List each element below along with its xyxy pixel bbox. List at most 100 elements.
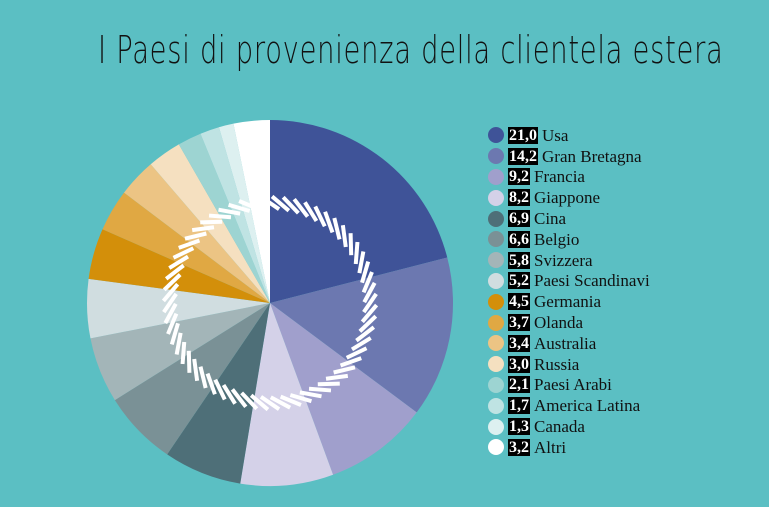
ring-hatch — [238, 199, 261, 212]
legend-item: 21,0 Usa — [488, 125, 650, 146]
ring-hatch — [164, 263, 185, 281]
ring-hatch — [227, 202, 251, 213]
ring-hatch — [240, 391, 259, 411]
ring-hatch — [221, 383, 237, 405]
legend-item: 1,7 America Latina — [488, 395, 650, 416]
legend-label: Russia — [534, 354, 580, 374]
ring-hatch — [184, 231, 207, 241]
pie-slice-cina — [167, 303, 270, 484]
ring-hatch — [162, 273, 182, 292]
legend-value: 21,0 — [508, 126, 538, 144]
ring-hatch — [289, 393, 313, 404]
legend-item: 3,7 Olanda — [488, 312, 650, 333]
pie-slice-francia — [270, 303, 417, 475]
ring-hatch — [192, 358, 200, 382]
ring-hatch — [162, 292, 178, 314]
pie-slice-paesi-scandinavi — [87, 278, 271, 339]
legend-value: 3,2 — [508, 438, 530, 456]
ring-hatch — [360, 303, 379, 324]
ring-hatch — [174, 332, 183, 355]
legend-item: 3,0 Russia — [488, 354, 650, 375]
ring-hatch — [249, 393, 270, 412]
legend-label: Usa — [542, 125, 569, 145]
ring-hatch — [213, 378, 227, 401]
ring-hatch — [358, 314, 378, 333]
ring-hatch — [248, 196, 271, 211]
legend-value: 6,6 — [508, 230, 530, 248]
ring-hatch — [350, 336, 372, 352]
legend-label: Altri — [534, 437, 567, 457]
legend-item: 3,4 Australia — [488, 333, 650, 354]
legend-label: Belgio — [534, 229, 580, 249]
legend-label: Gran Bretagna — [542, 146, 642, 166]
legend-swatch — [488, 356, 504, 373]
chart-title: I Paesi di provenienza della clientela e… — [98, 28, 724, 72]
ring-hatch — [172, 246, 195, 260]
pie-chart — [87, 120, 454, 486]
legend-swatch — [488, 189, 504, 206]
ring-hatch — [259, 195, 281, 211]
ring-hatch — [161, 282, 180, 303]
ring-hatch — [303, 201, 319, 223]
legend-item: 9,2 Francia — [488, 167, 650, 188]
ring-hatch — [353, 241, 360, 265]
ring-hatch — [339, 356, 362, 368]
ring-hatch — [362, 292, 378, 314]
legend-value: 2,1 — [508, 376, 530, 394]
ring-hatch — [281, 195, 300, 215]
ring-hatch — [333, 365, 356, 375]
legend-swatch — [488, 314, 504, 331]
legend-label: Giappone — [534, 188, 601, 208]
legend-swatch — [488, 293, 504, 310]
ring-hatch — [166, 312, 179, 335]
pie-slice-america-latina — [200, 127, 270, 303]
legend-value: 3,7 — [508, 314, 530, 332]
ring-hatch — [230, 388, 248, 409]
ring-hatch — [208, 213, 232, 220]
legend-value: 5,2 — [508, 272, 530, 290]
ring-hatch — [348, 233, 354, 256]
pie-slice-belgio — [114, 303, 270, 455]
legend-swatch — [488, 127, 504, 144]
ring-hatch — [313, 205, 327, 228]
legend-label: Canada — [534, 417, 585, 437]
ring-hatch — [163, 302, 178, 325]
ring-hatch — [178, 238, 201, 250]
legend-label: America Latina — [534, 396, 641, 416]
ring-hatch — [361, 271, 374, 294]
ring-hatch — [332, 217, 342, 240]
legend-swatch — [488, 148, 504, 165]
legend-value: 1,3 — [508, 418, 530, 436]
ring-hatch — [355, 325, 376, 343]
ring-hatch — [299, 390, 322, 399]
legend-value: 14,2 — [508, 147, 538, 165]
legend-swatch — [488, 439, 504, 456]
legend-item: 6,6 Belgio — [488, 229, 650, 250]
legend-item: 3,2 Altri — [488, 437, 650, 458]
legend-item: 8,2 Giappone — [488, 187, 650, 208]
legend-label: Olanda — [534, 313, 584, 333]
legend-swatch — [488, 272, 504, 289]
pie-slice-svizzera — [90, 303, 270, 401]
legend-value: 1,7 — [508, 397, 530, 415]
ring-hatch — [340, 224, 348, 248]
ring-hatch — [308, 386, 332, 393]
legend-swatch — [488, 376, 504, 393]
ring-hatch — [168, 254, 190, 270]
legend-value: 6,9 — [508, 210, 530, 228]
legend-swatch — [488, 418, 504, 435]
ring-hatch — [279, 394, 302, 407]
legend-value: 4,5 — [508, 293, 530, 311]
ring-hatch — [345, 346, 368, 360]
legend-value: 3,0 — [508, 355, 530, 373]
legend-label: Paesi Scandinavi — [534, 271, 650, 291]
legend-label: Francia — [534, 167, 585, 187]
legend-item: 4,5 Germania — [488, 291, 650, 312]
ring-hatch — [317, 381, 340, 387]
legend-swatch — [488, 210, 504, 227]
legend-item: 2,1 Paesi Arabi — [488, 375, 650, 396]
ring-hatch — [362, 281, 377, 304]
pie-slice-germania — [88, 229, 271, 303]
legend-swatch — [488, 397, 504, 414]
legend-item: 5,2 Paesi Scandinavi — [488, 271, 650, 292]
